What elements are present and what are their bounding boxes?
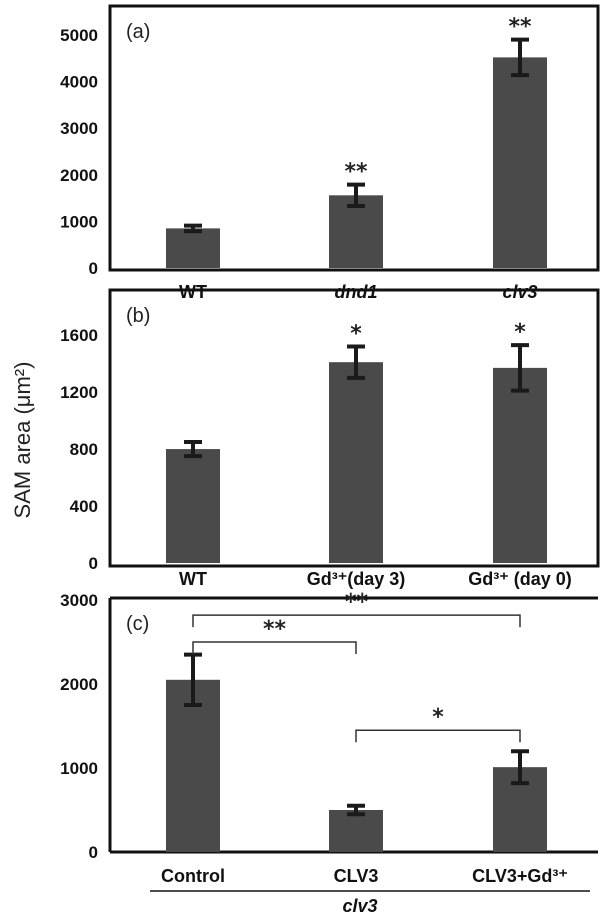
significance-mark: ** bbox=[508, 15, 532, 40]
bracket-line bbox=[192, 641, 357, 654]
bar-2 bbox=[329, 810, 383, 852]
y-tick-label: 1000 bbox=[60, 759, 98, 778]
chart-panel-2: (b) 0 400 800 1200 1600 WT * Gd³⁺(day 3) * Gd³⁺ (d… bbox=[60, 288, 600, 589]
significance-mark: * bbox=[514, 320, 526, 345]
category-label: clv3 bbox=[502, 282, 537, 302]
category-label: CLV3 bbox=[334, 866, 379, 886]
bar-2 bbox=[329, 362, 383, 563]
bracket-line bbox=[192, 614, 521, 628]
error-bar-2 bbox=[347, 344, 365, 380]
error-bar-2 bbox=[347, 803, 365, 817]
y-tick-label: 1200 bbox=[60, 383, 98, 402]
category-label: Gd³⁺(day 3) bbox=[307, 569, 406, 589]
panel-label: (c) bbox=[126, 613, 149, 635]
category-label: WT bbox=[179, 569, 207, 589]
comparison-bracket-1: ** bbox=[192, 617, 357, 654]
bar-3 bbox=[493, 367, 547, 563]
bar-3 bbox=[493, 57, 547, 269]
bracket-significance: ** bbox=[263, 617, 287, 642]
y-tick-label: 5000 bbox=[60, 26, 98, 45]
panel-label: (a) bbox=[126, 21, 150, 43]
panel-frame bbox=[108, 4, 600, 272]
y-tick-label: 800 bbox=[70, 440, 98, 459]
y-tick-label: 2000 bbox=[60, 166, 98, 185]
category-label: Gd³⁺ (day 0) bbox=[468, 569, 572, 589]
comparison-bracket-3: * bbox=[355, 705, 521, 743]
y-tick-label: 4000 bbox=[60, 73, 98, 92]
error-bar-2 bbox=[347, 182, 365, 209]
comparison-bracket-2: ** bbox=[192, 590, 521, 628]
significance-mark: ** bbox=[344, 160, 368, 185]
category-label: Control bbox=[161, 866, 225, 886]
category-label: CLV3+Gd³⁺ bbox=[472, 866, 568, 886]
error-bar-3 bbox=[511, 343, 529, 393]
error-bar-3 bbox=[511, 749, 529, 786]
y-tick-label: 400 bbox=[70, 497, 98, 516]
y-tick-label: 3000 bbox=[60, 119, 98, 138]
y-tick-label: 0 bbox=[89, 554, 98, 573]
category-label: WT bbox=[179, 282, 207, 302]
error-bar-1 bbox=[184, 439, 202, 459]
panel-frame bbox=[108, 288, 600, 568]
y-tick-label: 1000 bbox=[60, 212, 98, 231]
error-bar-1 bbox=[184, 223, 202, 234]
category-label: dnd1 bbox=[335, 282, 378, 302]
group-label: clv3 bbox=[342, 896, 377, 916]
y-tick-label: 0 bbox=[89, 843, 98, 862]
y-tick-label: 1600 bbox=[60, 326, 98, 345]
significance-mark: * bbox=[350, 322, 362, 347]
bracket-significance: * bbox=[432, 705, 444, 730]
chart-panel-1: (a) 0 1000 2000 3000 4000 5000 WT ** dnd1 ** clv3 bbox=[60, 4, 600, 302]
error-bar-3 bbox=[511, 37, 529, 78]
y-tick-label: 3000 bbox=[60, 591, 98, 610]
y-tick-label: 0 bbox=[89, 259, 98, 278]
bracket-line bbox=[355, 729, 521, 743]
bar-1 bbox=[166, 228, 220, 268]
bar-1 bbox=[166, 679, 220, 852]
y-tick-label: 2000 bbox=[60, 675, 98, 694]
bar-1 bbox=[166, 449, 220, 563]
error-bar-1 bbox=[184, 652, 202, 707]
y-axis-label: SAM area (μm²) bbox=[10, 362, 35, 519]
bracket-significance: ** bbox=[345, 590, 369, 615]
panel-label: (b) bbox=[126, 305, 150, 327]
